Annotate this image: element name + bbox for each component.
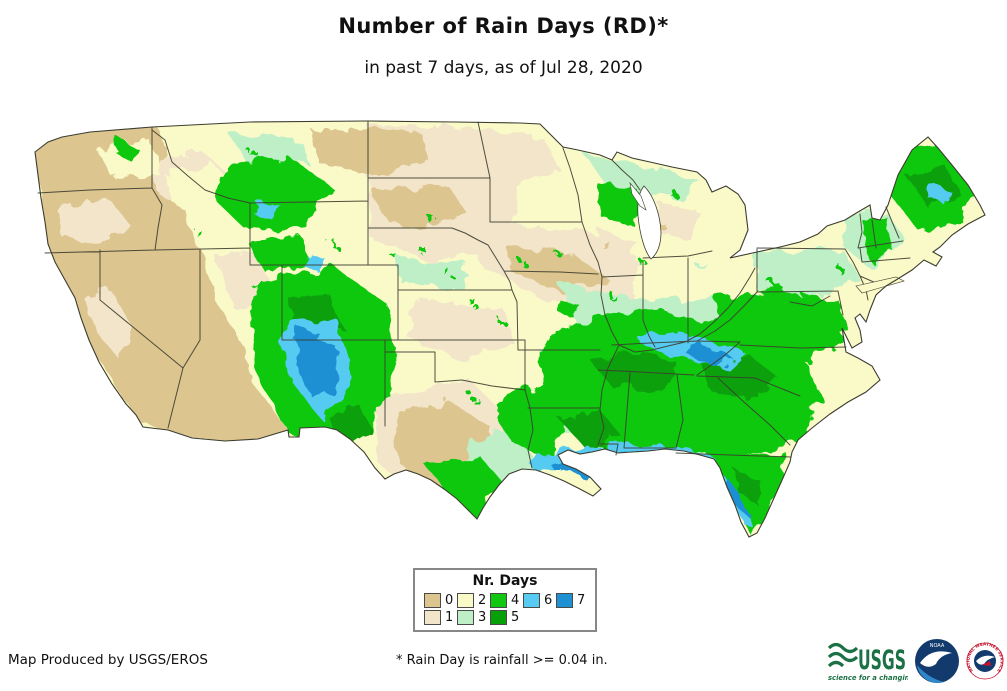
legend-row: 0 2 4 6 7	[415, 592, 595, 609]
map-credit: Map Produced by USGS/EROS	[8, 652, 208, 668]
usgs-logo-text: USGS	[858, 645, 906, 676]
legend-label: 4	[511, 593, 520, 608]
legend-item: 7	[556, 593, 589, 608]
legend-swatch	[457, 610, 474, 625]
legend-label: 2	[478, 593, 487, 608]
legend-swatch	[457, 593, 474, 608]
noaa-logo: NOAA	[915, 639, 959, 683]
legend-label: 1	[445, 610, 454, 625]
legend-row: 1 3 5	[415, 609, 595, 626]
legend-item: 1	[424, 610, 457, 625]
legend-item: 0	[424, 593, 457, 608]
legend-item: 6	[523, 593, 556, 608]
legend-item: 4	[490, 593, 523, 608]
legend-rows: 0 2 4 6 7 1 3 5	[415, 592, 595, 626]
usgs-tagline: science for a changing world	[828, 674, 908, 682]
legend-swatch	[490, 610, 507, 625]
legend-item: 2	[457, 593, 490, 608]
rain-region-n-rockies	[215, 158, 330, 232]
state-borders	[37, 120, 911, 469]
legend-label: 7	[577, 593, 586, 608]
legend-label: 6	[544, 593, 553, 608]
noaa-logo-text: NOAA	[930, 643, 945, 649]
page-title: Number of Rain Days (RD)*	[338, 14, 669, 38]
agency-logos: USGS science for a changing world NOAA N…	[826, 636, 1004, 686]
page-subtitle: in past 7 days, as of Jul 28, 2020	[364, 58, 643, 78]
rain-day-footnote: * Rain Day is rainfall >= 0.04 in.	[396, 653, 608, 668]
rain-region-s-texas	[428, 458, 502, 520]
nws-logo: NATIONAL WEATHER SERVICE	[966, 642, 1004, 680]
legend-item: 3	[457, 610, 490, 625]
green-bay	[629, 181, 647, 211]
legend-title: Nr. Days	[472, 573, 538, 589]
legend-swatch	[424, 593, 441, 608]
legend-item: 5	[490, 610, 523, 625]
legend-swatch	[523, 593, 540, 608]
rain-day-regions	[35, 121, 975, 536]
long-island	[855, 276, 905, 294]
legend-swatch	[490, 593, 507, 608]
legend-swatch	[556, 593, 573, 608]
legend-label: 5	[511, 610, 520, 625]
legend-swatch	[424, 610, 441, 625]
legend-label: 3	[478, 610, 487, 625]
map-legend: Nr. Days 0 2 4 6 7 1 3 5	[413, 568, 597, 632]
usgs-logo: USGS science for a changing world	[827, 642, 908, 682]
map-land	[35, 121, 985, 537]
legend-label: 0	[445, 593, 454, 608]
